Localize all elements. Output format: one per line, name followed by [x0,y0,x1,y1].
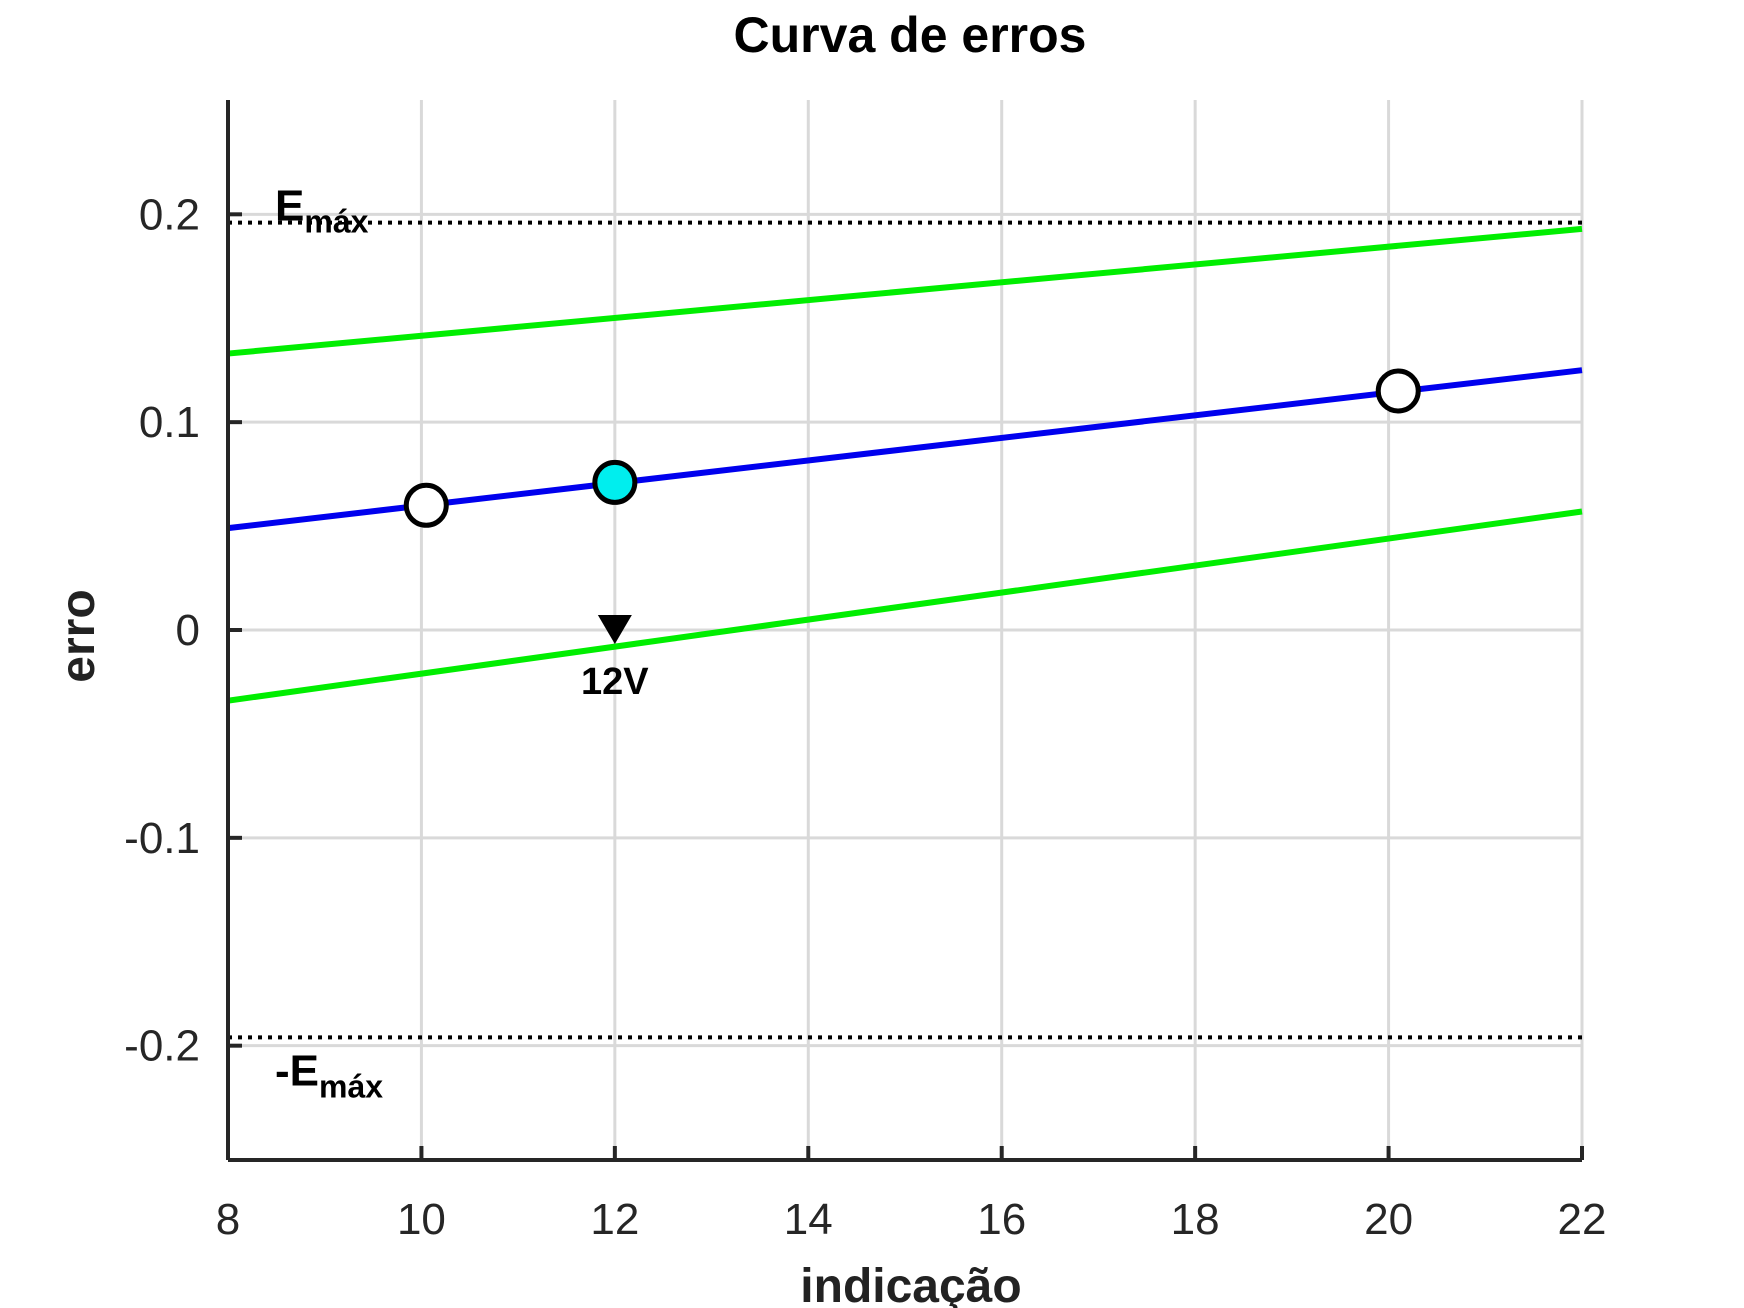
chart-title: Curva de erros [734,7,1087,63]
series-line-lower-band [227,508,1583,704]
data-point-0 [403,482,449,528]
x-tick-label-7: 22 [1558,1195,1607,1244]
x-tick-label-2: 12 [590,1195,639,1244]
series-line-fit [227,367,1583,532]
x-tick-label-3: 14 [784,1195,833,1244]
reference-marker: 12V [581,615,649,703]
y-tick-label-3: 0.1 [139,398,200,447]
y-tick-labels: -0.2 -0.1 0 0.1 0.2 [124,190,200,1070]
series-lines [227,225,1583,704]
series-line-upper-band [227,225,1583,357]
data-point-1 [592,459,638,505]
data-point-2 [1375,368,1421,414]
limit-label-0: Emáx [275,182,369,240]
y-tick-label-0: -0.2 [124,1022,200,1071]
y-tick-label-4: 0.2 [139,190,200,239]
x-tick-label-4: 16 [977,1195,1026,1244]
y-axis-label: erro [52,589,105,682]
x-axis-label: indicação [800,1260,1021,1308]
limit-lines: Emáx -Emáx [228,182,1582,1104]
grid [226,100,1584,1160]
x-tick-label-0: 8 [216,1195,240,1244]
y-tick-label-1: -0.1 [124,814,200,863]
x-tick-labels: 8 10 12 14 16 18 20 22 [216,1195,1607,1244]
x-tick-label-5: 18 [1171,1195,1220,1244]
y-tick-label-2: 0 [176,606,200,655]
data-points [403,368,1421,528]
marker-label: 12V [581,661,649,703]
marker-triangle [597,615,632,644]
axes [226,100,1584,1162]
limit-label-1: -Emáx [275,1046,383,1104]
x-tick-label-1: 10 [397,1195,446,1244]
x-tick-label-6: 20 [1364,1195,1413,1244]
